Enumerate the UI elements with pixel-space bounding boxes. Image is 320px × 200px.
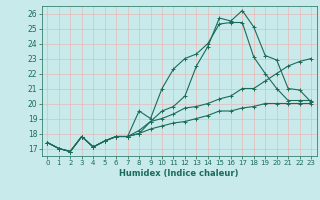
X-axis label: Humidex (Indice chaleur): Humidex (Indice chaleur) bbox=[119, 169, 239, 178]
